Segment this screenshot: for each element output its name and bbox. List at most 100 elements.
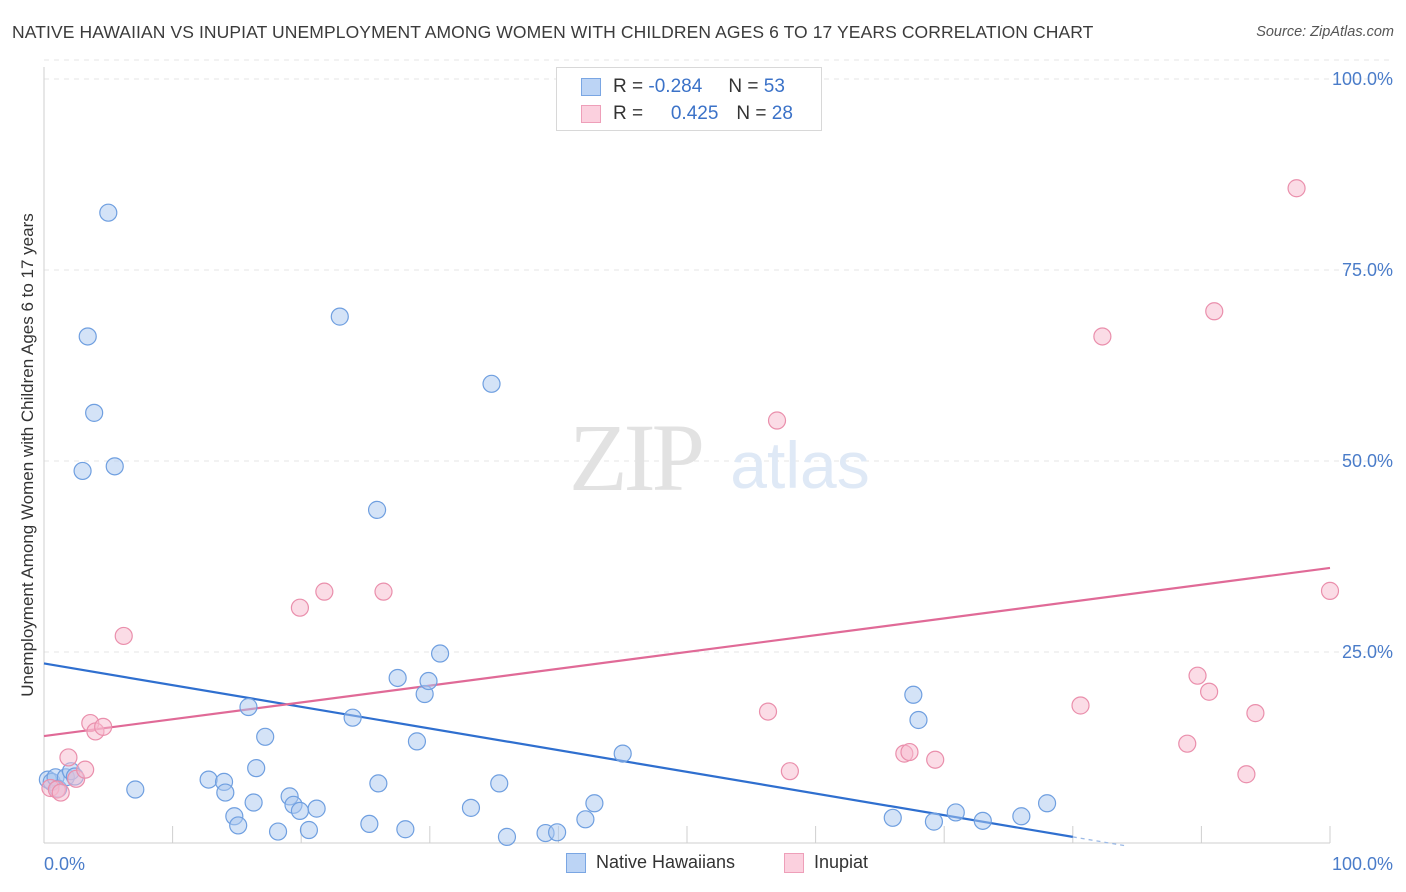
chart-title: NATIVE HAWAIIAN VS INUPIAT UNEMPLOYMENT … [12,22,1094,42]
point-native-hawaiians [105,457,124,476]
legend-row-native-hawaiians: R = -0.284 N = 53 [581,74,785,100]
bottom-legend-label: Inupiat [814,852,869,872]
legend-r-label: R = [613,103,644,124]
point-native-hawaiians [430,644,450,663]
legend-swatch-pink [581,105,601,123]
point-native-hawaiians [461,798,481,817]
point-native-hawaiians [244,793,263,812]
point-native-hawaiians [585,794,604,813]
legend-swatch-blue [581,78,601,96]
point-native-hawaiians [396,820,415,839]
axes [43,67,1331,844]
point-native-hawaiians [1012,807,1031,826]
point-native-hawaiians [256,727,275,746]
point-inupiat [59,748,78,767]
point-native-hawaiians [924,812,944,831]
legend-r-value: -0.284 [648,76,703,97]
point-inupiat [374,582,393,601]
point-native-hawaiians [299,820,319,840]
point-native-hawaiians [613,744,632,763]
point-native-hawaiians [482,374,501,393]
point-native-hawaiians [369,774,388,793]
trend-line-native-hawaiians [43,662,1073,838]
point-native-hawaiians [1037,794,1057,813]
legend-r-label: R = [613,76,644,97]
point-inupiat [1320,581,1340,600]
point-native-hawaiians [909,710,928,730]
point-native-hawaiians [199,770,218,789]
bottom-legend-swatch-pink [784,852,804,873]
point-native-hawaiians [407,732,427,751]
point-inupiat [114,626,133,646]
stats-legend: R = -0.284 N = 53 R = 0.425 N = 28 [556,67,822,131]
point-native-hawaiians [126,780,145,799]
data-points [38,179,1340,846]
tick-labels: 100.0% 75.0% 50.0% 25.0% 0.0% 100.0% [44,69,1393,874]
point-native-hawaiians [360,814,379,834]
y-tick-label: 25.0% [1342,642,1393,662]
point-native-hawaiians [497,827,517,846]
point-inupiat [1188,666,1207,685]
point-native-hawaiians [883,808,902,827]
bottom-legend-inupiat: Inupiat [784,852,868,873]
point-native-hawaiians [904,685,923,704]
point-native-hawaiians [239,697,258,717]
x-tick-label: 100.0% [1332,854,1393,874]
trend-line-inupiat [43,566,1331,738]
point-inupiat [1205,302,1224,321]
point-inupiat [1200,682,1219,701]
point-native-hawaiians [576,810,595,829]
legend-row-inupiat: R = 0.425 N = 28 [581,101,793,127]
point-inupiat [51,783,70,802]
point-inupiat [1287,179,1306,198]
trend-extension [1072,836,1125,847]
point-inupiat [926,750,945,769]
point-native-hawaiians [946,803,965,822]
point-native-hawaiians [216,783,235,802]
point-native-hawaiians [268,822,288,841]
legend-r-value: 0.425 [670,103,719,124]
point-native-hawaiians [419,671,438,691]
bottom-legend-label: Native Hawaiians [596,852,736,872]
point-native-hawaiians [85,403,104,422]
point-native-hawaiians [388,668,407,688]
watermark-atlas: atlas [730,428,869,502]
legend-n-label: N = [728,76,759,97]
bottom-legend-swatch-blue [566,852,586,873]
point-native-hawaiians [307,799,326,818]
point-native-hawaiians [78,327,97,346]
gridlines [44,59,1392,653]
point-native-hawaiians [343,708,362,727]
point-inupiat [1237,765,1256,784]
legend-n-label: N = [736,103,767,124]
point-inupiat [1178,734,1197,753]
point-native-hawaiians [73,461,92,481]
point-native-hawaiians [229,816,248,835]
point-inupiat [1071,696,1090,715]
point-inupiat [76,760,95,779]
point-native-hawaiians [99,203,118,222]
watermark-zip: ZIP [569,404,702,511]
point-inupiat [780,762,799,781]
legend-n-value: 53 [763,76,785,97]
point-native-hawaiians [290,801,310,821]
point-native-hawaiians [490,774,509,793]
bottom-legend-native-hawaiians: Native Hawaiians [566,852,735,873]
trend-lines [43,566,1331,847]
point-native-hawaiians [367,500,387,519]
x-tick-label: 0.0% [44,854,85,874]
point-native-hawaiians [247,759,266,778]
y-tick-label: 75.0% [1342,260,1393,280]
y-tick-label: 100.0% [1332,69,1393,89]
legend-n-value: 28 [771,103,793,124]
point-native-hawaiians [548,823,567,842]
watermark: ZIP atlas [569,404,870,511]
point-native-hawaiians [973,811,992,830]
point-inupiat [767,411,787,430]
point-inupiat [94,717,113,736]
point-inupiat [900,742,919,762]
y-tick-label: 50.0% [1342,451,1393,471]
point-native-hawaiians [330,307,349,326]
point-inupiat [1246,704,1265,723]
